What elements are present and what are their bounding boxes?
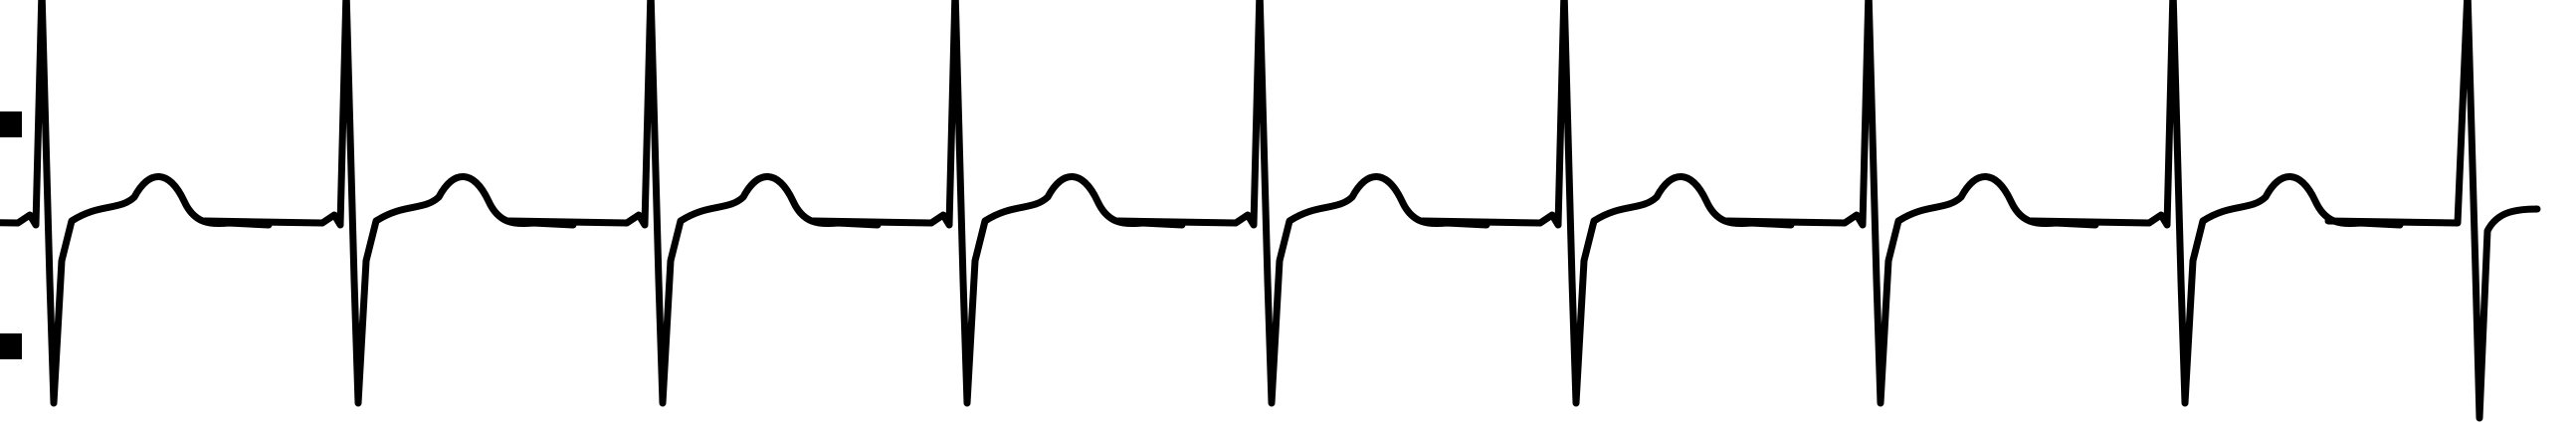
heartbeat-complex <box>1419 0 1795 407</box>
heartbeat-complex <box>810 0 1186 407</box>
heartbeat-complex <box>0 0 273 407</box>
calibration-mark-bottom <box>0 333 22 359</box>
heartbeat-complex <box>505 0 882 407</box>
ecg-waveform <box>0 0 2541 422</box>
calibration-mark-top <box>0 111 22 137</box>
heartbeat-complex <box>1723 0 2099 407</box>
heartbeat-complex <box>201 0 577 407</box>
heartbeat-complex-partial <box>2324 0 2541 422</box>
heartbeat-complex <box>1114 0 1490 407</box>
